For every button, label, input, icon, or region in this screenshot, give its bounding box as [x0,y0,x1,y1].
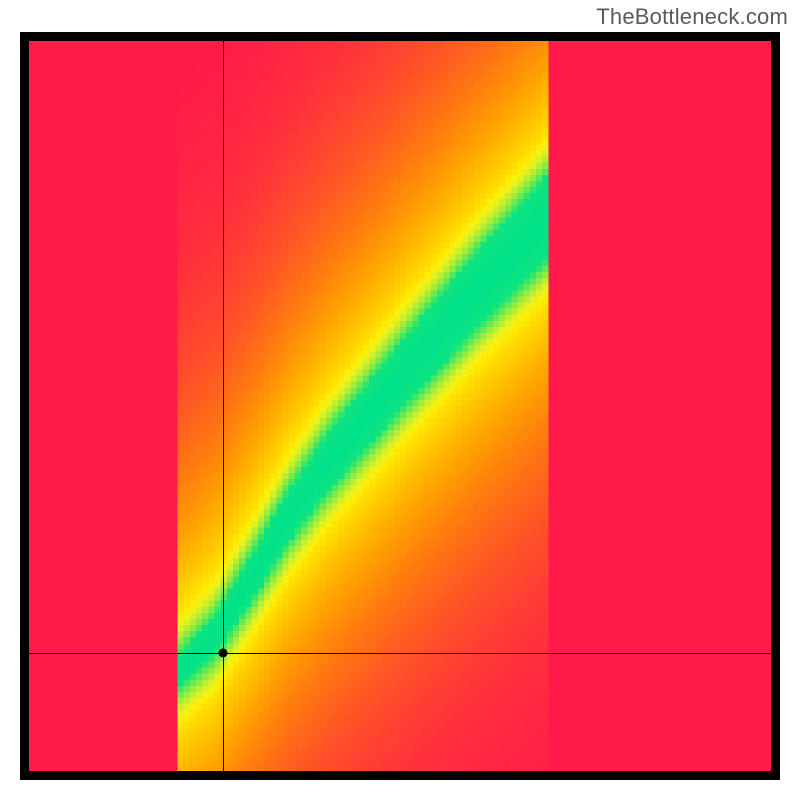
crosshair-marker-dot [219,649,228,658]
watermark-text: TheBottleneck.com [596,4,788,30]
plot-frame [20,32,780,780]
crosshair-vertical [223,41,224,771]
heatmap-plot [29,41,771,771]
heatmap-canvas [29,41,771,771]
chart-container: TheBottleneck.com [0,0,800,800]
crosshair-horizontal [29,653,771,654]
